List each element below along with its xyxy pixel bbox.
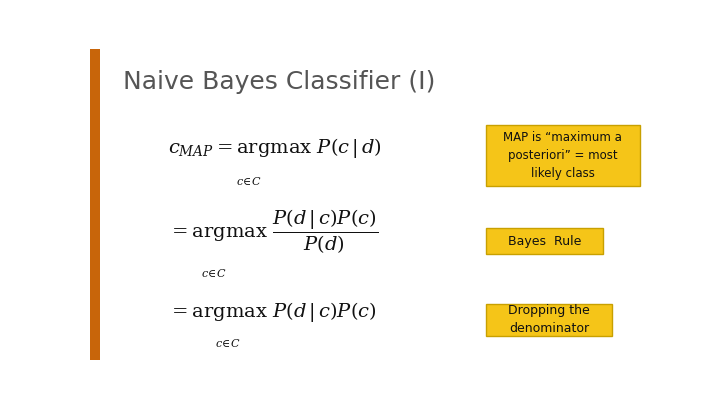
Text: $c\!\in\! C$: $c\!\in\! C$ bbox=[201, 267, 227, 279]
Text: MAP is “maximum a
posteriori” = most
likely class: MAP is “maximum a posteriori” = most lik… bbox=[503, 131, 622, 180]
FancyBboxPatch shape bbox=[486, 304, 612, 335]
Text: $c_{MAP} = \mathrm{argmax}\ P(c\,|\,d)$: $c_{MAP} = \mathrm{argmax}\ P(c\,|\,d)$ bbox=[168, 136, 382, 160]
Text: $c\!\in\! C$: $c\!\in\! C$ bbox=[215, 337, 240, 349]
FancyBboxPatch shape bbox=[486, 228, 603, 254]
Text: Naive Bayes Classifier (I): Naive Bayes Classifier (I) bbox=[124, 70, 436, 94]
Text: Dropping the
denominator: Dropping the denominator bbox=[508, 305, 590, 335]
Text: $= \mathrm{argmax}\ \dfrac{P(d\,|\,c)P(c)}{P(d)}$: $= \mathrm{argmax}\ \dfrac{P(d\,|\,c)P(c… bbox=[168, 207, 378, 255]
Bar bbox=[90, 49, 100, 360]
Text: $= \mathrm{argmax}\ P(d\,|\,c)P(c)$: $= \mathrm{argmax}\ P(d\,|\,c)P(c)$ bbox=[168, 300, 377, 324]
Text: Bayes  Rule: Bayes Rule bbox=[508, 234, 582, 248]
FancyBboxPatch shape bbox=[486, 125, 639, 186]
Text: $c\!\in\! C$: $c\!\in\! C$ bbox=[236, 175, 262, 187]
